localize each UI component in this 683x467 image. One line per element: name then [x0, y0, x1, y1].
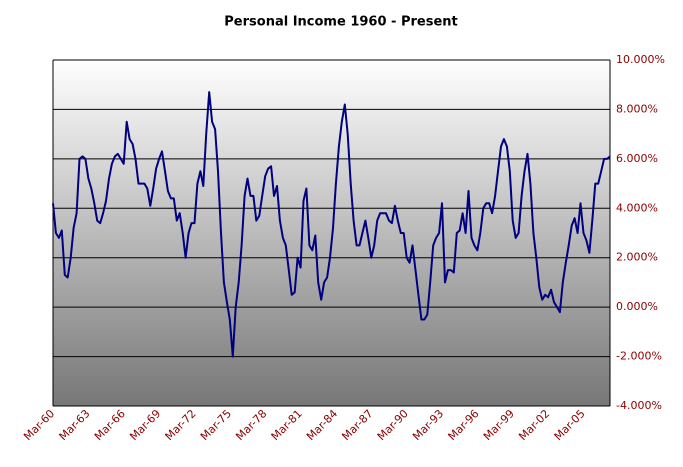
- x-tick-label: Mar-72: [163, 407, 199, 443]
- x-tick-label: Mar-99: [481, 407, 517, 443]
- x-tick-label: Mar-90: [375, 407, 411, 443]
- y-tick-label: 4.000%: [616, 201, 658, 214]
- line-series: [52, 91, 611, 358]
- y-tick-label: 6.000%: [616, 152, 658, 165]
- y-tick-label: 0.000%: [616, 300, 658, 313]
- y-tick-label: -2.000%: [616, 350, 662, 363]
- y-tick-label: 8.000%: [616, 102, 658, 115]
- x-tick-label: Mar-69: [127, 407, 163, 443]
- x-tick-label: Mar-75: [198, 407, 234, 443]
- x-tick-label: Mar-05: [552, 407, 588, 443]
- x-tick-label: Mar-66: [92, 407, 128, 443]
- y-tick-label: 2.000%: [616, 251, 658, 264]
- x-tick-label: Mar-81: [269, 407, 305, 443]
- x-tick-label: Mar-87: [339, 407, 375, 443]
- y-tick-label: 10.000%: [616, 53, 665, 66]
- x-tick-label: Mar-02: [516, 407, 552, 443]
- x-tick-label: Mar-84: [304, 407, 340, 443]
- chart-title: Personal Income 1960 - Present: [224, 15, 457, 30]
- x-tick-label: Mar-63: [57, 407, 93, 443]
- x-tick-label: Mar-93: [410, 407, 446, 443]
- y-tick-label: -4.000%: [616, 399, 662, 412]
- x-tick-label: Mar-78: [233, 407, 269, 443]
- x-tick-label: Mar-96: [446, 407, 482, 443]
- x-tick-label: Mar-60: [21, 407, 57, 443]
